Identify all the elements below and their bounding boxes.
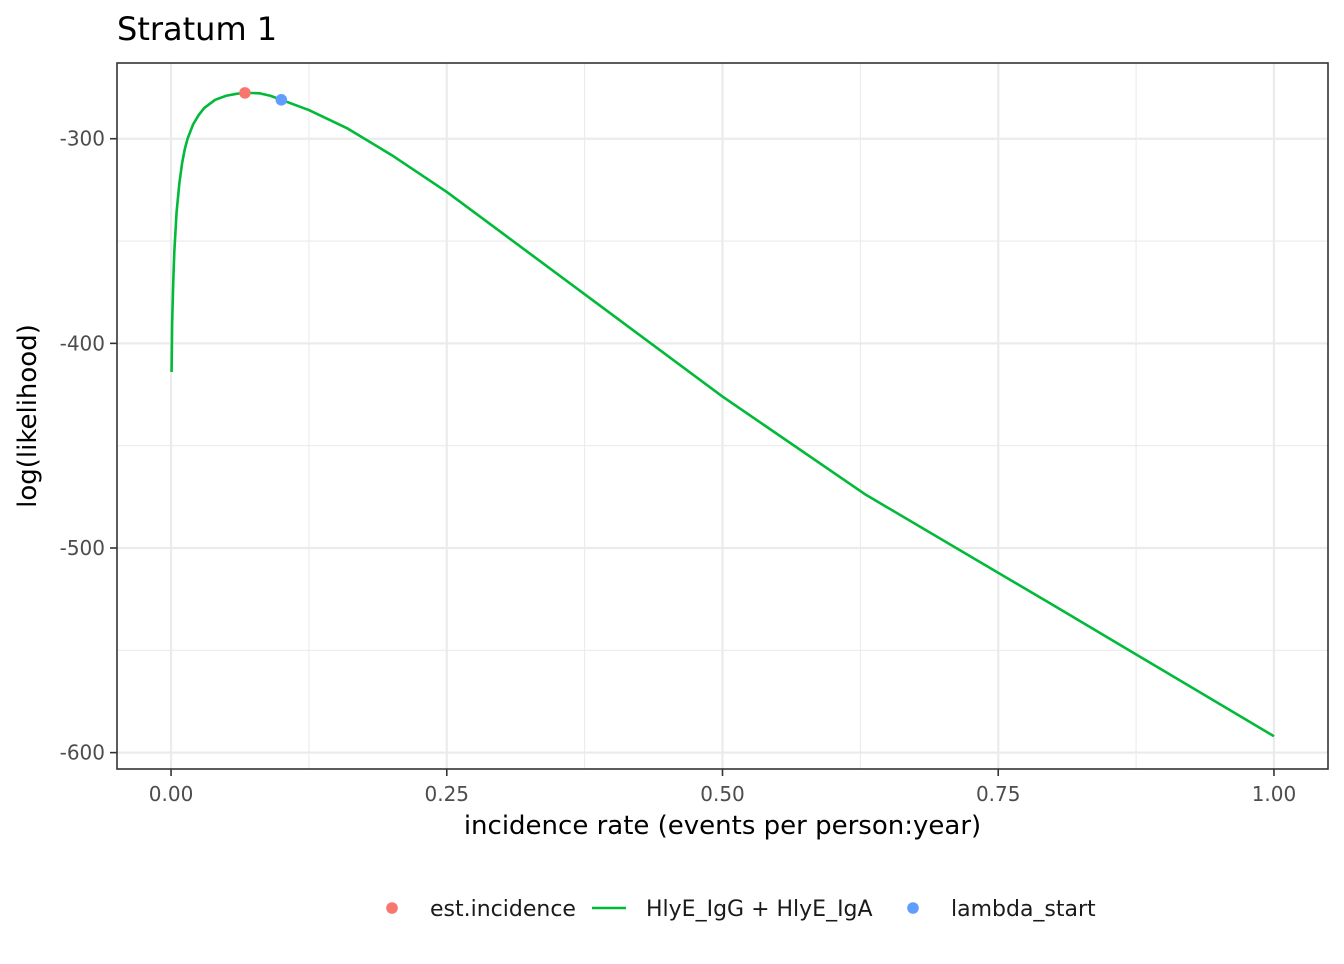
x-tick-label: 0.25 xyxy=(425,782,470,806)
legend-key-point xyxy=(386,902,398,914)
legend-label: est.incidence xyxy=(430,897,576,922)
series-line-hlye xyxy=(170,91,1275,738)
x-tick-label: 0.00 xyxy=(149,782,194,806)
point-lambda-start xyxy=(275,94,288,106)
point-est-incidence xyxy=(239,87,251,99)
legend-label: lambda_start xyxy=(951,897,1096,922)
chart-title: Stratum 1 xyxy=(117,10,277,48)
x-tick-label: 0.75 xyxy=(976,782,1021,806)
legend-label: HlyE_IgG + HlyE_IgA xyxy=(646,897,873,922)
y-tick-label: -300 xyxy=(60,127,105,151)
legend: est.incidence HlyE_IgG + HlyE_IgA lambda_s… xyxy=(386,897,1096,922)
y-tick-label: -400 xyxy=(60,331,105,355)
legend-key-point xyxy=(907,902,919,914)
x-tick-label: 1.00 xyxy=(1252,782,1297,806)
x-axis-title: incidence rate (events per person:year) xyxy=(464,811,981,841)
x-tick-label: 0.50 xyxy=(700,782,745,806)
plot-data xyxy=(170,87,1275,738)
y-tick-label: -600 xyxy=(60,741,105,765)
y-tick-label: -500 xyxy=(60,536,105,560)
axes: 0.00 0.25 0.50 0.75 1.00 -300 -400 -500 -600 xyxy=(60,127,1297,806)
y-axis-title: log(likelihood) xyxy=(13,324,43,508)
grid-lines xyxy=(117,63,1328,769)
